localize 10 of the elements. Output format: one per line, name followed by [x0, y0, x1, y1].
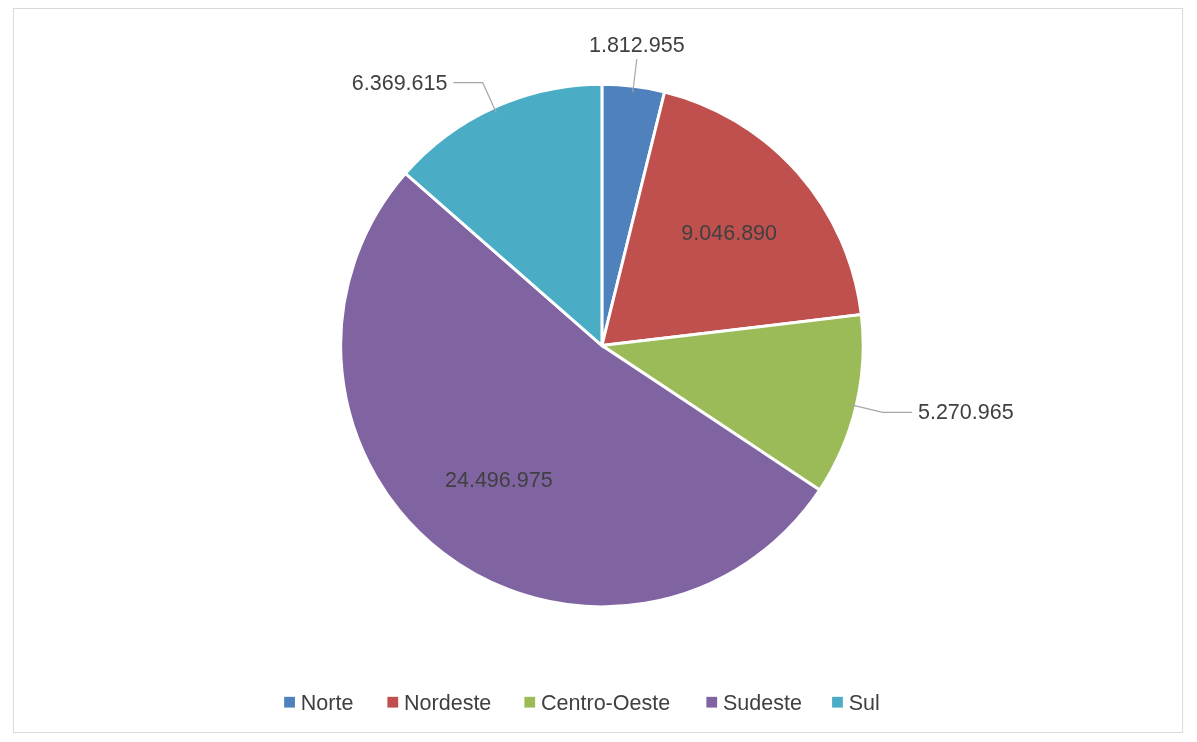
data-label: 9.046.890 — [681, 221, 778, 246]
data-label: 1.812.955 — [588, 33, 685, 58]
legend-label: Sudeste — [723, 690, 802, 715]
legend-label: Centro-Oeste — [541, 690, 671, 715]
legend-label: Norte — [300, 690, 354, 715]
legend-label: Nordeste — [404, 690, 492, 715]
legend-label: Sul — [848, 690, 880, 715]
data-label: 5.270.965 — [917, 400, 1014, 425]
data-label: 6.369.615 — [351, 70, 448, 95]
data-label: 24.496.975 — [444, 468, 553, 493]
